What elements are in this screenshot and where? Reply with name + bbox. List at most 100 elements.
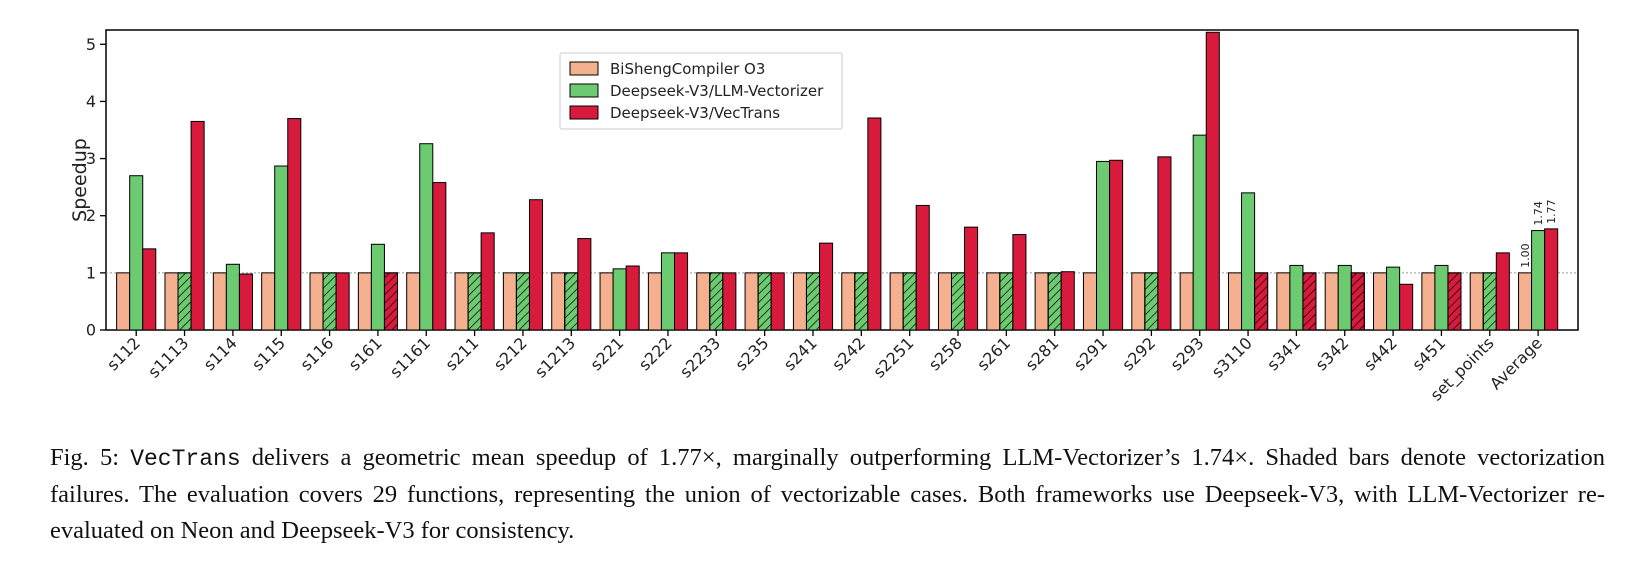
y-tick-label: 3 [86, 149, 96, 168]
bar [1434, 264, 1449, 331]
bar [406, 272, 421, 331]
bar [1060, 271, 1075, 331]
bar [1012, 234, 1027, 331]
bar [287, 118, 302, 331]
bar [577, 238, 592, 331]
x-tick-label: s242 [828, 333, 869, 374]
bar [889, 272, 904, 331]
caption-text: delivers a geometric mean speedup of 1.7… [50, 444, 1605, 544]
bar [770, 272, 785, 331]
bar [551, 272, 566, 331]
bar-hatch-overlay [1047, 272, 1062, 331]
x-tick-label: s221 [587, 333, 628, 374]
legend: BiShengCompiler O3 Deepseek-V3/LLM-Vector… [559, 52, 843, 130]
bar-hatch-overlay [1254, 272, 1269, 331]
bar-hatch-overlay [383, 272, 398, 331]
bar [1227, 272, 1243, 331]
bar [673, 252, 689, 331]
y-tick-label: 2 [86, 206, 96, 225]
x-tick-label: s451 [1408, 333, 1449, 374]
bar [841, 272, 856, 331]
y-tick-label: 4 [86, 92, 96, 111]
bar [164, 272, 179, 331]
bar [915, 204, 930, 331]
legend-swatch [569, 83, 599, 98]
x-tick-label: s292 [1118, 333, 1159, 374]
bar-hatch-overlay [564, 272, 579, 331]
bar [625, 265, 640, 331]
bar [1034, 272, 1049, 331]
bar [419, 143, 434, 331]
bar [867, 117, 882, 331]
bar [335, 272, 350, 331]
bar [964, 226, 979, 331]
x-tick-label: s211 [442, 333, 483, 374]
x-tick-label: s212 [490, 333, 531, 374]
data-labels: 1.00 1.74 1.77 [1519, 199, 1558, 268]
legend-box [559, 52, 843, 130]
caption-fig-label: Fig. 5: [50, 444, 131, 471]
bar [722, 272, 737, 331]
bar [190, 120, 205, 331]
bar-hatch-overlay [902, 272, 917, 331]
bar [1109, 159, 1124, 331]
legend-label: Deepseek-V3/VecTrans [610, 104, 780, 122]
x-tick-label: s1113 [144, 333, 192, 381]
bar-value-label: 1.00 [1519, 243, 1532, 268]
legend-swatch [569, 61, 599, 76]
bar [819, 242, 834, 331]
bar-hatch-overlay [1447, 272, 1462, 331]
bar-hatch-overlay [709, 272, 724, 331]
x-tick-label: s442 [1360, 333, 1401, 374]
bar [1096, 160, 1111, 331]
bar [1324, 272, 1339, 331]
bar [1544, 228, 1559, 331]
bar [1131, 272, 1146, 331]
bar [1205, 31, 1220, 331]
bar [792, 272, 807, 331]
bar-hatch-overlay [1350, 272, 1365, 331]
bar [986, 272, 1001, 331]
bar-hatch-overlay [1302, 272, 1317, 331]
bar [660, 252, 675, 331]
bar [1518, 272, 1533, 331]
x-tick-label: s112 [103, 333, 144, 374]
x-tick-label: s341 [1263, 333, 1304, 374]
bar [480, 232, 495, 331]
x-tick-label: s1213 [531, 333, 579, 381]
x-tick-label: s291 [1070, 333, 1111, 374]
bar-value-label: 1.74 [1532, 201, 1545, 226]
y-axis: 0 1 2 3 4 5 [86, 35, 106, 340]
bar [274, 165, 289, 331]
bar [528, 199, 544, 331]
bar [129, 175, 144, 331]
bar [647, 272, 662, 331]
x-tick-label: s2251 [869, 333, 917, 381]
y-axis-label: Speedup [69, 138, 91, 222]
bar-hatch-overlay [322, 272, 337, 331]
bar-hatch-overlay [950, 272, 966, 331]
bar [357, 272, 372, 331]
x-tick-label: s3110 [1208, 333, 1256, 381]
bar-hatch-overlay [854, 272, 869, 331]
x-tick-label: s114 [200, 333, 241, 374]
bar [937, 272, 952, 331]
x-tick-label: s258 [925, 333, 966, 374]
bar [432, 182, 447, 331]
x-tick-label: s1161 [386, 333, 434, 381]
bar [744, 272, 759, 331]
legend-swatch [569, 105, 599, 120]
bar [1399, 283, 1414, 331]
bar-hatch-overlay [467, 272, 482, 331]
bar [142, 248, 157, 331]
bar [225, 263, 240, 331]
bar [1241, 192, 1256, 331]
bar [1469, 272, 1484, 331]
bar [1531, 230, 1546, 331]
bar [612, 268, 627, 331]
bar-hatch-overlay [515, 272, 530, 331]
bar [696, 272, 711, 331]
bar-hatch-overlay [1482, 272, 1497, 331]
bar-hatch-overlay [1144, 272, 1159, 331]
